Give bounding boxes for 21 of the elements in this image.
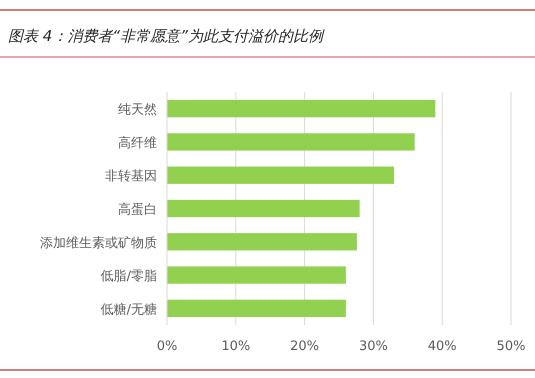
bar bbox=[167, 100, 436, 118]
y-tick-label: 纯天然 bbox=[118, 102, 157, 118]
y-tick-label: 高蛋白 bbox=[118, 202, 157, 218]
x-tick-label: 50% bbox=[496, 339, 526, 354]
y-tick-label: 非转基因 bbox=[105, 169, 157, 184]
bar bbox=[167, 200, 360, 218]
y-tick-label: 添加维生素或矿物质 bbox=[40, 236, 157, 251]
bar bbox=[167, 166, 394, 184]
bar bbox=[167, 233, 357, 250]
x-tick-label: 10% bbox=[221, 339, 250, 354]
x-tick-label: 20% bbox=[290, 339, 320, 354]
x-tick-label: 0% bbox=[156, 339, 178, 354]
bar bbox=[167, 133, 415, 151]
x-tick-label: 30% bbox=[358, 339, 388, 354]
x-tick-label: 40% bbox=[428, 339, 457, 354]
y-tick-label: 低糖/无糖 bbox=[100, 302, 157, 318]
chart-title: 图表 4：消费者“非常愿意”为此支付溢价的比例 bbox=[8, 27, 325, 45]
bar bbox=[167, 266, 346, 284]
y-tick-label: 低脂/零脂 bbox=[100, 269, 157, 284]
y-tick-label: 高纤维 bbox=[118, 134, 157, 151]
bar bbox=[167, 300, 346, 318]
